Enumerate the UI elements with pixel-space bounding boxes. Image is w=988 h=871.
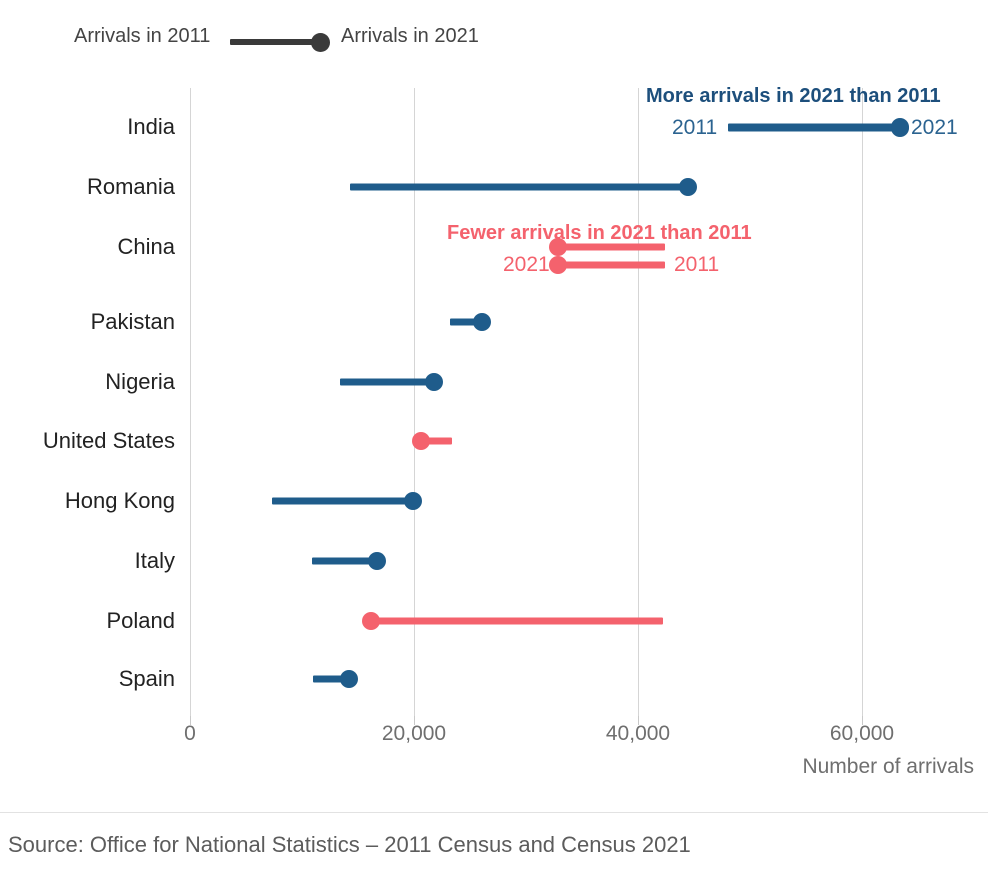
source-note: Source: Office for National Statistics –… xyxy=(8,832,691,857)
x-axis-tick-mark xyxy=(414,716,415,725)
y-axis-category-label: Pakistan xyxy=(90,309,175,334)
x-axis-title: Number of arrivals xyxy=(802,755,974,778)
dumbbell-connector xyxy=(558,243,665,251)
y-axis-category-label: Italy xyxy=(134,548,175,573)
dumbbell-connector xyxy=(313,675,350,683)
dumbbell-connector xyxy=(371,617,663,625)
dumbbell-connector xyxy=(420,437,453,445)
annotation-fewer-label-2021: 2021 xyxy=(503,253,550,276)
y-axis-category-label: Hong Kong xyxy=(64,488,175,513)
dumbbell-connector xyxy=(449,318,483,326)
y-axis-category-label: Romania xyxy=(86,174,175,199)
annotation-demo-dot xyxy=(549,256,567,274)
legend-dot-swatch xyxy=(311,33,330,52)
source-divider xyxy=(0,812,988,813)
dumbbell-dot-2021 xyxy=(549,238,568,256)
dumbbell-connector xyxy=(340,378,435,386)
annotation-more-label-2011: 2011 xyxy=(672,116,718,139)
dumbbell-dot-2021 xyxy=(340,670,359,688)
y-axis-category-label: Nigeria xyxy=(105,369,175,394)
annotation-fewer-label-2011: 2011 xyxy=(674,253,720,276)
x-axis-tick-label: 60,000 xyxy=(829,722,895,745)
chart-legend: Arrivals in 2011 Arrivals in 2021 xyxy=(0,12,988,52)
annotation-demo-connector xyxy=(728,124,900,132)
annotation-fewer-title: Fewer arrivals in 2021 than 2011 xyxy=(447,222,752,244)
dumbbell-connector xyxy=(271,497,413,505)
x-axis-tick-label: 20,000 xyxy=(381,722,447,745)
dumbbell-dot-2021 xyxy=(403,492,422,510)
dumbbell-dot-2021 xyxy=(473,313,492,331)
annotation-demo-connector xyxy=(558,261,665,269)
dumbbell-dot-2021 xyxy=(425,373,444,391)
annotation-demo-dot xyxy=(891,119,909,137)
dumbbell-connector xyxy=(350,183,689,191)
gridline xyxy=(862,88,863,716)
x-axis-tick-label: 40,000 xyxy=(605,722,671,745)
legend-label-2021: Arrivals in 2021 xyxy=(341,25,479,47)
x-axis-tick-mark xyxy=(862,716,863,725)
gridline xyxy=(638,88,639,716)
gridline xyxy=(190,88,191,716)
y-axis-category-label: Poland xyxy=(106,608,175,633)
y-axis-category-label: Spain xyxy=(118,666,175,691)
y-axis-category-label: China xyxy=(117,234,175,259)
annotation-more-label-2021: 2021 xyxy=(911,116,958,139)
annotation-more-title: More arrivals in 2021 than 2011 xyxy=(646,85,941,107)
y-axis-category-label: India xyxy=(127,114,175,139)
x-axis-tick-mark xyxy=(638,716,639,725)
dumbbell-dot-2021 xyxy=(362,612,381,630)
dumbbell-dot-2021 xyxy=(679,178,698,196)
legend-label-2011: Arrivals in 2011 xyxy=(74,25,211,47)
dumbbell-dot-2021 xyxy=(411,432,430,450)
dumbbell-connector xyxy=(312,557,378,565)
x-axis-tick-mark xyxy=(190,716,191,725)
legend-line-swatch xyxy=(230,39,325,45)
x-axis-tick-label: 0 xyxy=(184,722,196,745)
gridline xyxy=(414,88,415,716)
y-axis-category-label: United States xyxy=(42,428,175,453)
dumbbell-dot-2021 xyxy=(368,552,387,570)
